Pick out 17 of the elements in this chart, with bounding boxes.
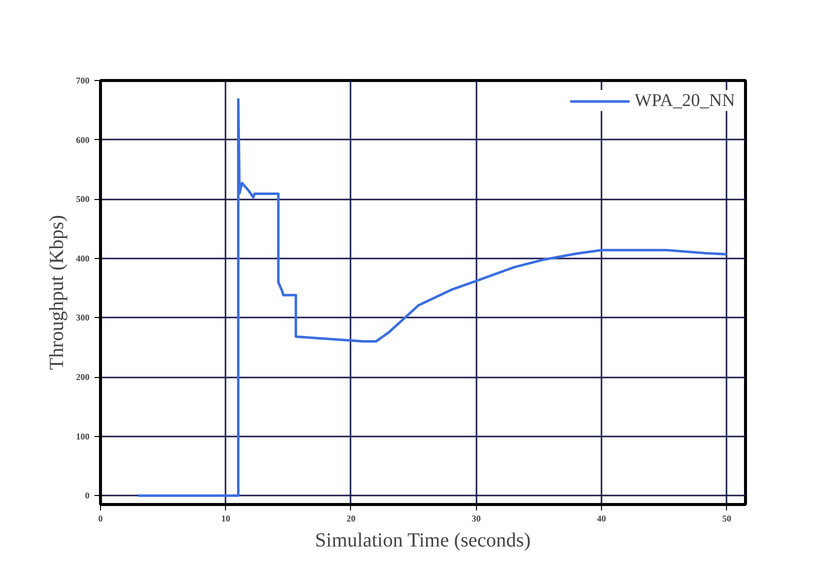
x-tick-label: 40 bbox=[596, 514, 606, 524]
y-tick-label: 500 bbox=[76, 194, 90, 204]
y-tick-label: 400 bbox=[76, 253, 90, 264]
y-tick-label: 0 bbox=[85, 490, 90, 501]
x-tick-label: 30 bbox=[472, 514, 482, 524]
x-tick-label: 50 bbox=[722, 514, 732, 524]
x-tick-label: 20 bbox=[346, 514, 356, 524]
legend-label: WPA_20_NN bbox=[634, 90, 735, 111]
y-tick-label: 300 bbox=[76, 312, 90, 323]
y-tick-label: 100 bbox=[76, 431, 90, 442]
y-tick-label: 200 bbox=[76, 372, 90, 382]
x-tick-label: 10 bbox=[221, 514, 231, 524]
x-tick-label: 0 bbox=[98, 514, 104, 524]
y-axis-title: Throughput (Kbps) bbox=[46, 215, 68, 370]
x-axis-title: Simulation Time (seconds) bbox=[315, 530, 531, 552]
y-tick-label: 700 bbox=[76, 76, 90, 86]
y-tick-label: 600 bbox=[76, 134, 90, 145]
